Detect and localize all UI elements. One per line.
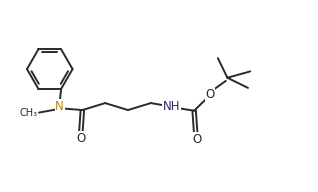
Text: N: N — [55, 100, 64, 113]
Text: O: O — [76, 132, 86, 145]
Text: CH₃: CH₃ — [19, 108, 38, 118]
Text: O: O — [205, 88, 215, 101]
Text: O: O — [193, 133, 202, 146]
Text: NH: NH — [162, 100, 180, 113]
